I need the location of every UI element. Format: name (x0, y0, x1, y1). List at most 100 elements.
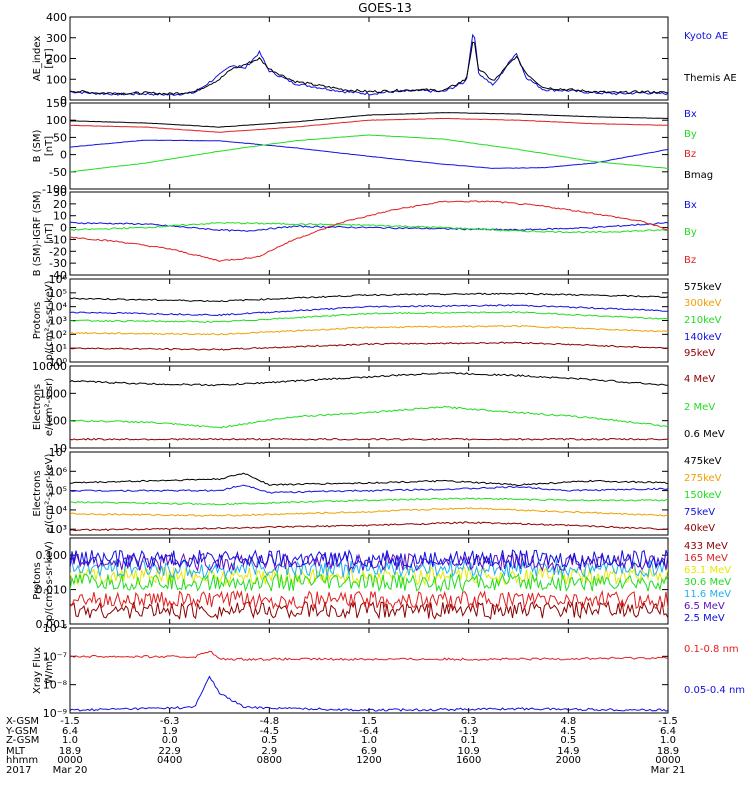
series-line-protons2-4 (70, 558, 668, 579)
legend-label-protons2-5: 6.5 MeV (684, 601, 725, 612)
panel-frame-electrons (69, 451, 669, 536)
orbit-row-value: 6.4 (660, 726, 676, 737)
legend-label-protons-3: 140keV (684, 332, 722, 343)
series-line-protons2-6 (70, 549, 668, 570)
y-tick-label-bigrf: -20 (49, 245, 67, 258)
orbit-row-value: 4.8 (560, 716, 576, 727)
panel-frame-xray (69, 627, 669, 714)
y-tick-label-protons: 10⁶ (49, 273, 68, 286)
y-axis-label-eflux: Electrons (32, 384, 43, 430)
series-line-protons2-1 (70, 589, 668, 610)
legend-label-xray-0: 0.1-0.8 nm (684, 644, 739, 655)
y-axis-unit-electrons: e/(cm²-s-sr-keV) (44, 454, 55, 534)
series-line-bsm-2 (70, 117, 668, 133)
orbit-row-label: MLT (6, 746, 26, 757)
y-tick-label-bigrf: -40 (49, 269, 67, 282)
y-tick-label-bsm: -100 (42, 183, 67, 196)
y-tick-label-protons: 10³ (49, 315, 67, 328)
y-tick-label-ae: 0 (60, 94, 67, 107)
y-tick-label-protons: 10² (49, 328, 67, 341)
series-line-eflux-2 (70, 372, 668, 387)
series-line-bigrf-2 (70, 200, 668, 262)
orbit-row-value: -6.4 (359, 726, 379, 737)
legend-label-protons2-0: 433 MeV (684, 541, 728, 552)
legend-label-electrons-4: 40keV (684, 523, 715, 534)
y-axis-label-protons2: Protons (32, 562, 43, 599)
orbit-row-value: 4.5 (560, 726, 576, 737)
y-tick-label-electrons: 10⁷ (49, 446, 67, 459)
orbit-row-value: Mar 20 (53, 765, 88, 776)
orbit-row-value: 0.5 (261, 735, 277, 746)
series-line-protons-1 (70, 324, 668, 336)
orbit-row-value: -4.5 (260, 726, 280, 737)
orbit-row-value: 10.9 (458, 746, 480, 757)
y-tick-label-bsm: 50 (53, 131, 67, 144)
legend-label-protons2-1: 165 MeV (684, 553, 728, 564)
orbit-row-value: 0.0 (162, 735, 178, 746)
orbit-row-value: 0800 (257, 755, 282, 766)
y-tick-label-electrons: 10⁶ (49, 465, 68, 478)
orbit-row-value: 18.9 (59, 746, 81, 757)
y-axis-unit-bsm: [nT] (44, 136, 55, 156)
orbit-row-label: Y-GSM (5, 726, 38, 737)
series-line-xray-1 (70, 675, 668, 712)
series-line-eflux-0 (70, 437, 668, 441)
legend-label-electrons-2: 150keV (684, 490, 722, 501)
series-line-bsm-1 (70, 134, 668, 173)
y-tick-label-protons2: 0.001 (36, 618, 68, 631)
orbit-row-value: 1.9 (162, 726, 178, 737)
orbit-row-value: 0.5 (560, 735, 576, 746)
series-line-electrons-2 (70, 497, 668, 506)
y-tick-label-bigrf: 20 (53, 198, 67, 211)
orbit-row-value: 0.1 (461, 735, 477, 746)
y-axis-label-bsm: B (SM) (32, 129, 43, 162)
legend-label-eflux-2: 0.6 MeV (684, 429, 725, 440)
y-tick-label-bigrf: -30 (49, 257, 67, 270)
orbit-row-value: -6.3 (160, 716, 180, 727)
orbit-row-value: 0400 (157, 755, 182, 766)
series-line-electrons-4 (70, 521, 668, 532)
orbit-row-value: 6.3 (461, 716, 477, 727)
series-line-ae-1 (70, 41, 668, 96)
y-tick-label-xray: 10⁻⁷ (43, 650, 67, 663)
y-tick-label-xray: 10⁻⁸ (43, 679, 68, 692)
legend-label-ae-1: Themis AE (683, 73, 737, 84)
y-tick-label-bsm: 100 (46, 114, 67, 127)
figure-title: GOES-13 (358, 1, 412, 15)
y-tick-label-xray: 10⁻⁹ (43, 707, 67, 720)
series-line-protons-4 (70, 341, 668, 351)
y-tick-label-ae: 400 (46, 11, 67, 24)
orbit-row-value: 1.0 (361, 735, 377, 746)
orbit-row-value: 6.4 (62, 726, 78, 737)
y-axis-unit-ae: [nT] (44, 48, 55, 68)
y-tick-label-eflux: 1000 (39, 387, 67, 400)
orbit-row-label: X-GSM (6, 716, 39, 727)
orbit-row-value: -1.5 (658, 716, 678, 727)
legend-label-bsm-3: Bmag (684, 170, 713, 181)
legend-label-bigrf-1: By (684, 227, 697, 238)
y-tick-label-protons2: 0.100 (36, 549, 68, 562)
legend-label-electrons-0: 475keV (684, 456, 722, 467)
legend-label-protons-0: 575keV (684, 282, 722, 293)
y-axis-label-protons: Protons (32, 302, 43, 339)
series-line-bsm-0 (70, 139, 668, 169)
legend-label-protons-2: 210keV (684, 315, 722, 326)
y-axis-unit-protons2: p/(cm²-s-sr-keV) (44, 541, 55, 621)
y-tick-label-ae: 300 (46, 32, 67, 45)
orbit-row-value: 14.9 (557, 746, 579, 757)
panel-frame-eflux (69, 365, 669, 449)
y-tick-label-bsm: -50 (49, 166, 67, 179)
legend-label-protons2-2: 63.1 MeV (684, 565, 731, 576)
orbit-row-value: Mar 21 (651, 765, 686, 776)
orbit-row-value: 18.9 (657, 746, 679, 757)
y-tick-label-protons2: 0.010 (36, 584, 68, 597)
y-tick-label-protons: 10⁴ (49, 301, 68, 314)
series-line-protons2-3 (70, 572, 668, 593)
y-tick-label-protons: 10¹ (49, 342, 67, 355)
y-tick-label-bigrf: 0 (60, 222, 67, 235)
legend-label-protons2-3: 30.6 MeV (684, 577, 731, 588)
orbit-row-value: -4.8 (260, 716, 280, 727)
y-tick-label-electrons: 10⁴ (49, 504, 68, 517)
y-axis-unit-bigrf: [nT] (44, 223, 55, 243)
